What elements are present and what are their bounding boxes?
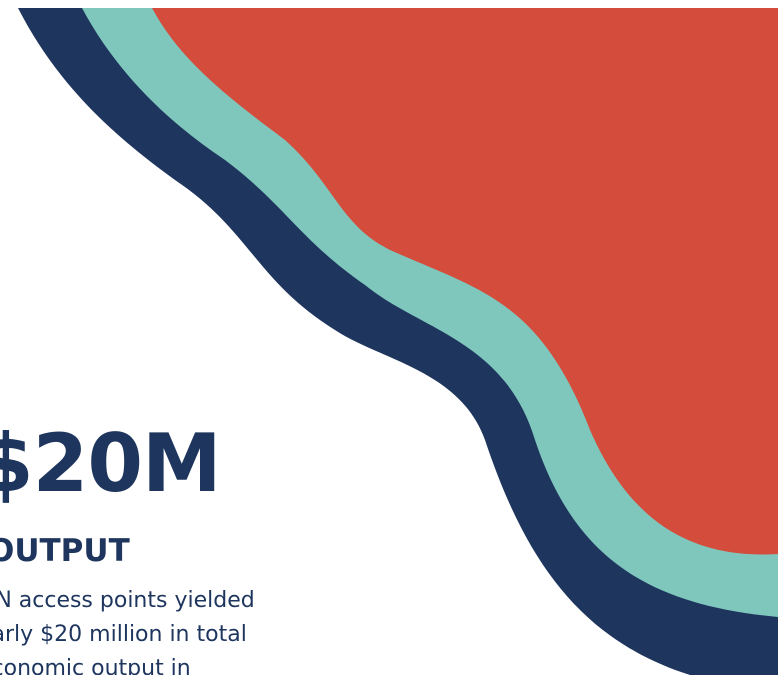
coral-wave-band [152,8,778,555]
stat-value: $20M [0,417,222,510]
stat-label: OUTPUT [0,533,130,569]
stat-description-line: early $20 million in total [0,622,247,647]
stat-description: ON access points yielded early $20 milli… [0,584,255,675]
stat-description-line: economic output in [0,656,191,675]
stat-description-line: ON access points yielded [0,588,255,613]
